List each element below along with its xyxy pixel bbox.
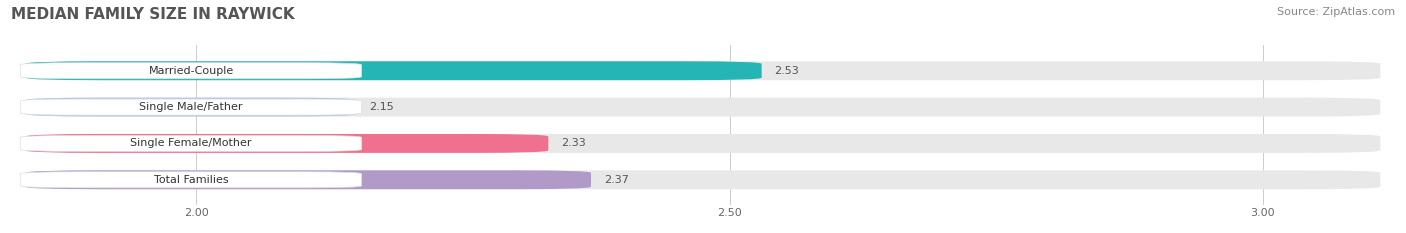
FancyBboxPatch shape (20, 99, 361, 115)
Text: Married-Couple: Married-Couple (149, 66, 233, 76)
Text: 2.33: 2.33 (561, 138, 586, 148)
Text: Source: ZipAtlas.com: Source: ZipAtlas.com (1277, 7, 1395, 17)
Text: Single Female/Mother: Single Female/Mother (131, 138, 252, 148)
FancyBboxPatch shape (25, 170, 591, 189)
FancyBboxPatch shape (20, 172, 361, 188)
Text: Single Male/Father: Single Male/Father (139, 102, 243, 112)
FancyBboxPatch shape (25, 98, 1381, 116)
Text: 2.53: 2.53 (775, 66, 799, 76)
Text: MEDIAN FAMILY SIZE IN RAYWICK: MEDIAN FAMILY SIZE IN RAYWICK (11, 7, 295, 22)
FancyBboxPatch shape (20, 63, 361, 79)
Text: Total Families: Total Families (153, 175, 228, 185)
FancyBboxPatch shape (25, 134, 1381, 153)
FancyBboxPatch shape (25, 134, 548, 153)
FancyBboxPatch shape (25, 170, 1381, 189)
FancyBboxPatch shape (25, 61, 762, 80)
FancyBboxPatch shape (20, 135, 361, 151)
FancyBboxPatch shape (25, 98, 356, 116)
Text: 2.37: 2.37 (603, 175, 628, 185)
Text: 2.15: 2.15 (370, 102, 394, 112)
FancyBboxPatch shape (25, 61, 1381, 80)
